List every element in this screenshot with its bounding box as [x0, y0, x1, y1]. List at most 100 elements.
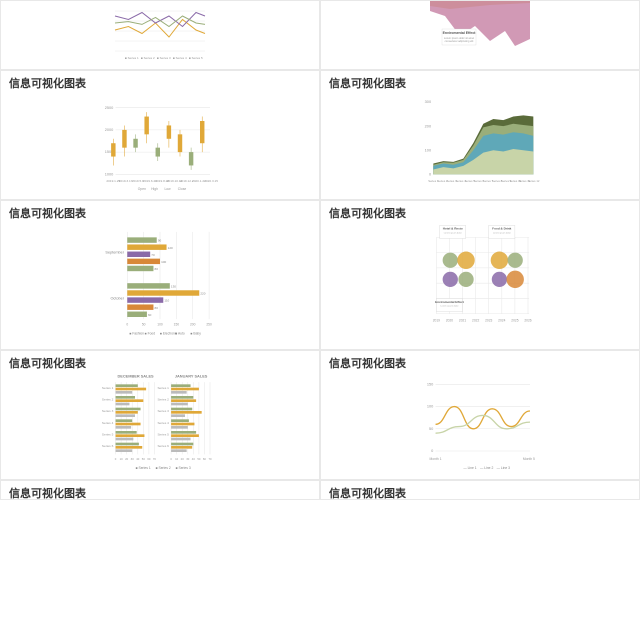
cell-hbar: 信息可视化图表 050100150200250September90120701…: [0, 200, 320, 350]
svg-text:Hotel & Resto: Hotel & Resto: [443, 227, 463, 231]
section-title: 信息可视化图表: [329, 75, 631, 91]
svg-text:Series 1: Series 1: [102, 386, 114, 390]
cell-header: 信息可视化图表: [0, 480, 320, 500]
svg-text:2000: 2000: [105, 127, 114, 132]
svg-text:■ Series 1: ■ Series 1: [136, 466, 151, 470]
svg-text:Series 4: Series 4: [102, 421, 114, 425]
svg-text:Enviromental Effect: Enviromental Effect: [443, 31, 477, 35]
svg-text:■ Fashion: ■ Fashion: [129, 331, 144, 335]
svg-text:— Line 1: — Line 1: [463, 466, 476, 470]
svg-text:50: 50: [429, 426, 433, 431]
svg-text:Food & Drink: Food & Drink: [492, 227, 511, 231]
svg-text:0: 0: [431, 448, 433, 453]
svg-text:2019.3.17: 2019.3.17: [119, 179, 133, 183]
svg-text:100: 100: [157, 323, 163, 327]
section-title: 信息可视化图表: [9, 355, 311, 371]
svg-text:2020: 2020: [446, 318, 453, 322]
svg-text:Series 6: Series 6: [157, 444, 169, 448]
svg-text:50: 50: [197, 457, 201, 461]
section-title: 信息可视化图表: [329, 355, 631, 371]
svg-text:October: October: [110, 297, 124, 301]
svg-text:100: 100: [425, 147, 431, 152]
svg-text:10: 10: [175, 457, 179, 461]
svg-text:250: 250: [206, 323, 212, 327]
svg-text:0: 0: [126, 323, 128, 327]
svg-text:30: 30: [131, 457, 135, 461]
svg-text:JANUARY SALES: JANUARY SALES: [175, 374, 208, 379]
svg-text:150: 150: [174, 323, 180, 327]
svg-text:■ Series 3: ■ Series 3: [176, 466, 191, 470]
svg-text:Series 4: Series 4: [157, 421, 169, 425]
svg-text:1000: 1000: [105, 171, 114, 176]
svg-text:20: 20: [125, 457, 129, 461]
svg-text:80: 80: [155, 267, 159, 271]
svg-text:consectetur adipiscing elit: consectetur adipiscing elit: [445, 40, 474, 43]
svg-text:0: 0: [115, 457, 117, 461]
svg-text:70: 70: [208, 457, 212, 461]
svg-text:■ Auto: ■ Auto: [175, 331, 185, 335]
svg-text:■ Series 4: ■ Series 4: [173, 56, 187, 60]
svg-text:Close: Close: [178, 187, 187, 191]
svg-text:60: 60: [147, 457, 151, 461]
svg-text:70: 70: [153, 457, 157, 461]
cell-area-chart: Enviromental EffectLorem ipsum dolor sit…: [320, 0, 640, 70]
svg-text:2024: 2024: [498, 318, 505, 322]
svg-text:0: 0: [429, 171, 431, 176]
svg-text:■ Series 1: ■ Series 1: [125, 56, 139, 60]
svg-text:10: 10: [120, 457, 124, 461]
svg-text:Open: Open: [138, 187, 146, 191]
svg-text:40: 40: [192, 457, 196, 461]
svg-text:Month 1: Month 1: [430, 457, 442, 461]
svg-text:Series 2: Series 2: [102, 397, 114, 401]
svg-text:Low: Low: [164, 187, 171, 191]
svg-text:2500: 2500: [105, 105, 114, 110]
svg-text:Lorem ipsum dolor: Lorem ipsum dolor: [444, 233, 462, 235]
svg-text:100: 100: [427, 404, 433, 409]
cell-stacked-area: 信息可视化图表 0100200300Series 1Series 2Series…: [320, 70, 640, 200]
svg-text:220: 220: [200, 292, 205, 296]
svg-text:Month 5: Month 5: [523, 457, 535, 461]
svg-text:Series 12: Series 12: [528, 179, 540, 183]
svg-text:2025: 2025: [511, 318, 518, 322]
svg-text:200: 200: [190, 323, 196, 327]
svg-text:■ Food: ■ Food: [145, 331, 156, 335]
svg-text:2019: 2019: [433, 318, 440, 322]
svg-text:■ Series 2: ■ Series 2: [156, 466, 171, 470]
svg-text:DECEMBER SALES: DECEMBER SALES: [117, 374, 154, 379]
svg-text:300: 300: [425, 99, 431, 104]
cell-bubble: 信息可视化图表 Hotel & RestoLorem ipsum dolorFo…: [320, 200, 640, 350]
svg-text:Lorem ipsum dolor: Lorem ipsum dolor: [493, 233, 511, 235]
cell-header: 信息可视化图表: [320, 480, 640, 500]
svg-text:Lorem ipsum dolor: Lorem ipsum dolor: [440, 306, 458, 308]
svg-text:Series 6: Series 6: [102, 444, 114, 448]
svg-text:2023: 2023: [485, 318, 492, 322]
svg-text:70: 70: [151, 253, 155, 257]
svg-text:2020.3.15: 2020.3.15: [204, 179, 218, 183]
section-title: 信息可视化图表: [329, 485, 631, 500]
svg-text:— Line 2: — Line 2: [480, 466, 493, 470]
svg-text:Series 3: Series 3: [157, 409, 169, 413]
svg-text:50: 50: [142, 457, 146, 461]
svg-text:Series 5: Series 5: [102, 432, 114, 436]
section-title: 信息可视化图表: [9, 75, 311, 91]
svg-text:90: 90: [158, 239, 162, 243]
svg-text:2026: 2026: [524, 318, 531, 322]
cell-smooth-line: 信息可视化图表 050100150Month 1Month 5— Line 1—…: [320, 350, 640, 480]
svg-text:September: September: [105, 251, 124, 255]
svg-text:■ Series 2: ■ Series 2: [141, 56, 155, 60]
section-title: 信息可视化图表: [9, 205, 311, 221]
cell-candlestick: 信息可视化图表 10001500200025002019.1.252019.3.…: [0, 70, 320, 200]
svg-text:Series 2: Series 2: [157, 397, 169, 401]
svg-text:Enviromental Effect: Enviromental Effect: [435, 300, 464, 304]
section-title: 信息可视化图表: [9, 485, 311, 500]
svg-text:2022: 2022: [472, 318, 479, 322]
svg-text:■ Series 3: ■ Series 3: [157, 56, 171, 60]
svg-text:— Line 3: — Line 3: [497, 466, 510, 470]
svg-text:Series 5: Series 5: [157, 432, 169, 436]
svg-text:200: 200: [425, 123, 431, 128]
svg-text:60: 60: [148, 313, 152, 317]
svg-text:80: 80: [155, 306, 159, 310]
svg-text:High: High: [151, 187, 158, 191]
svg-text:120: 120: [168, 246, 173, 250]
svg-text:0: 0: [170, 457, 172, 461]
